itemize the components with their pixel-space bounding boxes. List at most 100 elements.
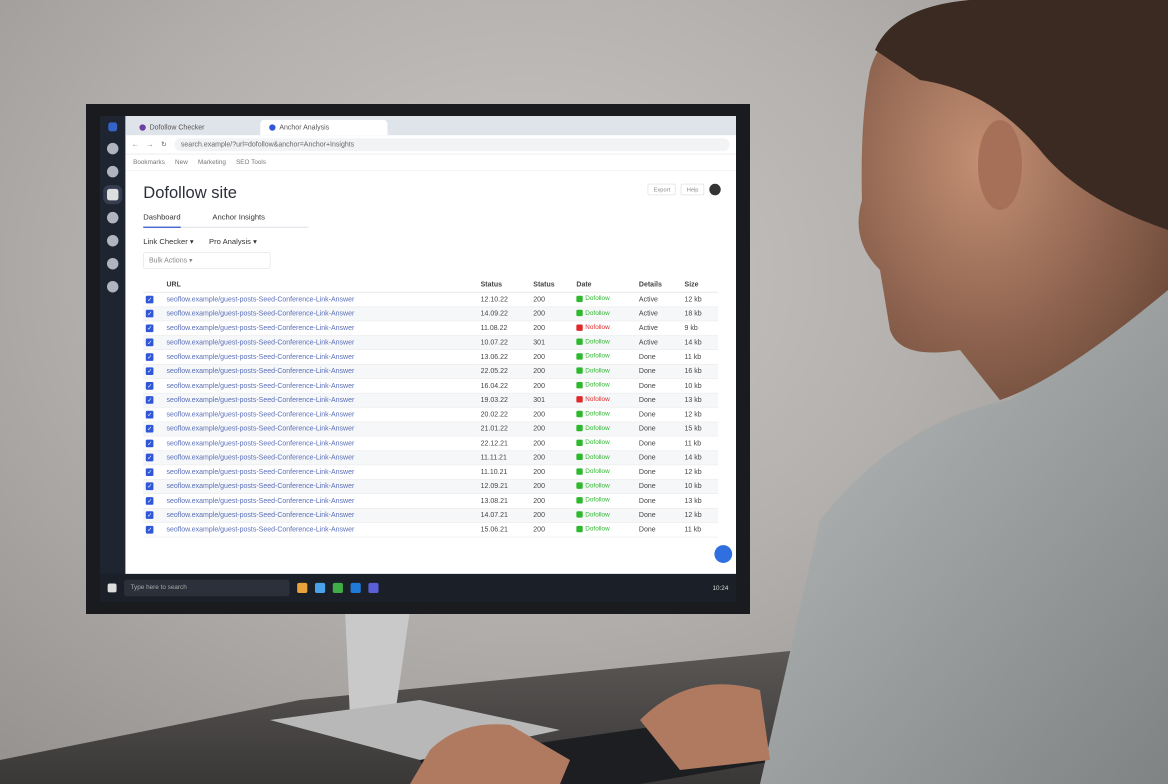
row-checkbox[interactable]: ✓ [143,320,164,336]
column-header[interactable]: URL [163,277,479,293]
table-row[interactable]: ✓ seoflow.example/guest-posts-Seed-Confe… [143,320,719,336]
url-cell[interactable]: seoflow.example/guest-posts-Seed-Confere… [163,335,479,351]
url-cell[interactable]: seoflow.example/guest-posts-Seed-Confere… [163,421,479,437]
table-row[interactable]: ✓ seoflow.example/guest-posts-Seed-Confe… [143,479,719,494]
avatar[interactable] [709,183,721,196]
checkbox-checked-icon[interactable]: ✓ [145,309,154,318]
reload-icon[interactable]: ↻ [161,140,167,149]
folder-icon[interactable] [297,582,308,594]
checkbox-checked-icon[interactable]: ✓ [145,353,154,361]
row-checkbox[interactable]: ✓ [143,407,164,422]
table-row[interactable]: ✓ seoflow.example/guest-posts-Seed-Confe… [143,392,719,408]
bulk-actions-select[interactable]: Bulk Actions ▾ [143,252,271,269]
checkbox-checked-icon[interactable]: ✓ [145,425,154,433]
checkbox-checked-icon[interactable]: ✓ [145,410,154,419]
fan-icon[interactable] [106,188,119,201]
url-cell[interactable]: seoflow.example/guest-posts-Seed-Confere… [163,436,479,451]
url-cell[interactable]: seoflow.example/guest-posts-Seed-Confere… [163,320,479,336]
row-checkbox[interactable]: ✓ [143,378,164,394]
url-cell[interactable]: seoflow.example/guest-posts-Seed-Confere… [163,364,479,379]
help-button[interactable]: Help [680,183,705,196]
checkbox-checked-icon[interactable]: ✓ [145,482,154,491]
row-checkbox[interactable]: ✓ [143,335,164,351]
bookmark-item[interactable]: SEO Tools [236,158,266,166]
url-cell[interactable]: seoflow.example/guest-posts-Seed-Confere… [163,306,479,322]
checkbox-checked-icon[interactable]: ✓ [145,453,154,462]
table-row[interactable]: ✓ seoflow.example/guest-posts-Seed-Confe… [143,507,719,523]
chrome-icon[interactable] [332,582,343,594]
url-cell[interactable]: seoflow.example/guest-posts-Seed-Confere… [163,407,479,422]
column-header[interactable] [143,277,164,293]
table-row[interactable]: ✓ seoflow.example/guest-posts-Seed-Confe… [143,378,719,394]
row-checkbox[interactable]: ✓ [143,364,164,379]
checkbox-checked-icon[interactable]: ✓ [145,525,154,534]
checkbox-checked-icon[interactable]: ✓ [145,439,154,448]
table-row[interactable]: ✓ seoflow.example/guest-posts-Seed-Confe… [143,335,719,351]
bookmark-item[interactable]: New [175,158,188,166]
row-checkbox[interactable]: ✓ [143,421,164,437]
checkbox-checked-icon[interactable]: ✓ [145,496,154,505]
row-checkbox[interactable]: ✓ [143,292,164,307]
chat-button[interactable] [714,544,733,563]
pro-analysis-dropdown[interactable]: Pro Analysis ▾ [209,236,257,246]
user-icon[interactable] [106,234,119,247]
table-row[interactable]: ✓ seoflow.example/guest-posts-Seed-Confe… [143,450,719,466]
compass-icon[interactable] [106,142,119,155]
edge-icon[interactable] [314,582,326,594]
checkbox-checked-icon[interactable]: ✓ [145,295,154,304]
browser-tab[interactable]: Dofollow Checker [131,120,258,135]
share-icon[interactable] [106,211,119,224]
checkbox-checked-icon[interactable]: ✓ [145,381,154,390]
checkbox-checked-icon[interactable]: ✓ [145,511,154,520]
row-checkbox[interactable]: ✓ [143,392,164,408]
table-row[interactable]: ✓ seoflow.example/guest-posts-Seed-Confe… [143,306,719,322]
people-icon[interactable] [106,280,119,293]
column-header[interactable]: Status [530,277,574,293]
table-row[interactable]: ✓ seoflow.example/guest-posts-Seed-Confe… [143,493,719,509]
url-cell[interactable]: seoflow.example/guest-posts-Seed-Confere… [163,392,479,408]
url-cell[interactable]: seoflow.example/guest-posts-Seed-Confere… [163,292,479,307]
browser-tab-active[interactable]: Anchor Analysis [260,119,388,136]
tab-anchor-insights[interactable]: Anchor Insights [212,212,266,222]
bookmark-item[interactable]: Marketing [197,158,226,166]
column-header[interactable]: Date [573,277,637,293]
row-checkbox[interactable]: ✓ [143,349,164,365]
url-cell[interactable]: seoflow.example/guest-posts-Seed-Confere… [163,378,479,394]
row-checkbox[interactable]: ✓ [143,464,164,480]
column-header[interactable]: Details [636,277,682,293]
table-row[interactable]: ✓ seoflow.example/guest-posts-Seed-Confe… [143,464,719,480]
url-cell[interactable]: seoflow.example/guest-posts-Seed-Confere… [163,493,479,509]
checkbox-checked-icon[interactable]: ✓ [145,324,154,332]
clock-icon[interactable] [106,165,119,178]
bookmark-item[interactable]: Bookmarks [133,158,165,166]
store-icon[interactable] [350,582,361,594]
table-row[interactable]: ✓ seoflow.example/guest-posts-Seed-Confe… [143,292,719,307]
table-row[interactable]: ✓ seoflow.example/guest-posts-Seed-Confe… [143,522,719,538]
url-cell[interactable]: seoflow.example/guest-posts-Seed-Confere… [163,349,479,365]
url-cell[interactable]: seoflow.example/guest-posts-Seed-Confere… [163,479,479,494]
windows-start-icon[interactable] [107,583,117,593]
url-cell[interactable]: seoflow.example/guest-posts-Seed-Confere… [163,450,479,466]
column-header[interactable]: Size [681,277,719,293]
row-checkbox[interactable]: ✓ [143,436,164,451]
row-checkbox[interactable]: ✓ [143,450,164,466]
table-row[interactable]: ✓ seoflow.example/guest-posts-Seed-Confe… [143,349,719,365]
row-checkbox[interactable]: ✓ [143,507,164,523]
checkbox-checked-icon[interactable]: ✓ [145,338,154,347]
link-checker-dropdown[interactable]: Link Checker ▾ [143,236,194,246]
info-icon[interactable] [106,257,119,270]
column-header[interactable]: Status [478,277,531,293]
row-checkbox[interactable]: ✓ [143,493,164,509]
table-row[interactable]: ✓ seoflow.example/guest-posts-Seed-Confe… [143,421,719,437]
checkbox-checked-icon[interactable]: ✓ [145,468,154,476]
url-cell[interactable]: seoflow.example/guest-posts-Seed-Confere… [163,507,479,523]
forward-icon[interactable]: → [146,140,154,149]
export-button[interactable]: Export [647,183,676,196]
tab-dashboard[interactable]: Dashboard [143,213,181,228]
url-cell[interactable]: seoflow.example/guest-posts-Seed-Confere… [163,464,479,480]
table-row[interactable]: ✓ seoflow.example/guest-posts-Seed-Confe… [143,364,719,379]
address-input[interactable]: search.example/?url=dofollow&anchor=Anch… [174,138,730,151]
url-cell[interactable]: seoflow.example/guest-posts-Seed-Confere… [163,522,479,538]
teams-icon[interactable] [368,582,379,594]
row-checkbox[interactable]: ✓ [143,306,164,322]
